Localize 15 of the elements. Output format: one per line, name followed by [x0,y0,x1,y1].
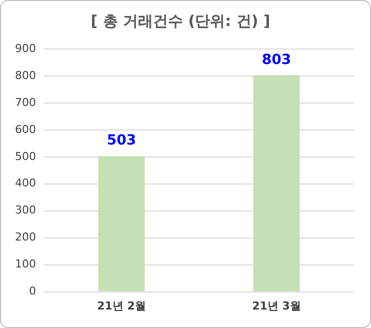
y-tick-label: 500 [14,150,36,163]
y-tick-label: 0 [28,284,36,298]
y-tick-label: 300 [14,204,36,217]
y-tick-label: 900 [14,42,36,55]
y-tick-label: 700 [14,96,36,109]
y-tick-label: 400 [14,176,36,190]
x-tick-label: 21년 3월 [252,299,301,312]
y-tick-label: 600 [14,122,36,136]
data-label: 803 [262,52,292,68]
y-tick-label: 200 [14,230,36,244]
y-tick-label: 800 [14,68,36,82]
x-tick-label: 21년 2월 [97,299,146,312]
data-label: 503 [106,132,136,149]
y-tick-label: 100 [14,258,36,271]
chart-title: [ 총 거래건수 (단위: 건) ] [90,12,270,30]
